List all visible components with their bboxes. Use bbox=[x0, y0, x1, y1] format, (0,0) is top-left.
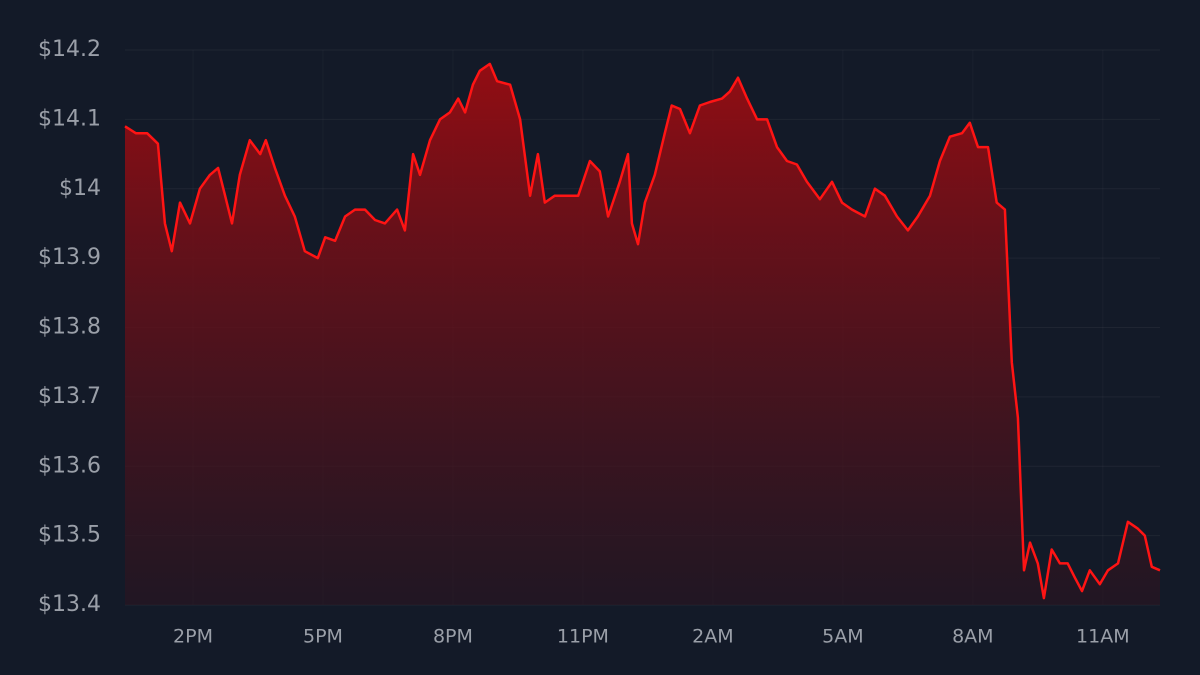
x-tick-label: 11PM bbox=[557, 626, 609, 648]
x-tick-label: 2PM bbox=[173, 626, 213, 648]
area-fill bbox=[125, 63, 1160, 605]
x-tick-label: 11AM bbox=[1076, 626, 1130, 648]
y-tick-label: $14.2 bbox=[38, 37, 101, 62]
price-line bbox=[124, 62, 1161, 600]
y-tick-label: $13.6 bbox=[38, 453, 101, 478]
x-tick-label: 5PM bbox=[303, 626, 343, 648]
y-tick-label: $13.4 bbox=[38, 592, 101, 617]
x-tick-label: 8PM bbox=[433, 626, 473, 648]
y-tick-label: $13.9 bbox=[38, 245, 101, 270]
x-tick-label: 8AM bbox=[952, 626, 993, 648]
y-tick-label: $13.8 bbox=[38, 315, 101, 340]
y-tick-label: $14 bbox=[59, 176, 101, 201]
y-tick-label: $14.1 bbox=[38, 106, 101, 131]
x-tick-label: 5AM bbox=[822, 626, 863, 648]
y-tick-label: $13.7 bbox=[38, 384, 101, 409]
x-tick-label: 2AM bbox=[692, 626, 733, 648]
y-tick-label: $13.5 bbox=[38, 523, 101, 548]
